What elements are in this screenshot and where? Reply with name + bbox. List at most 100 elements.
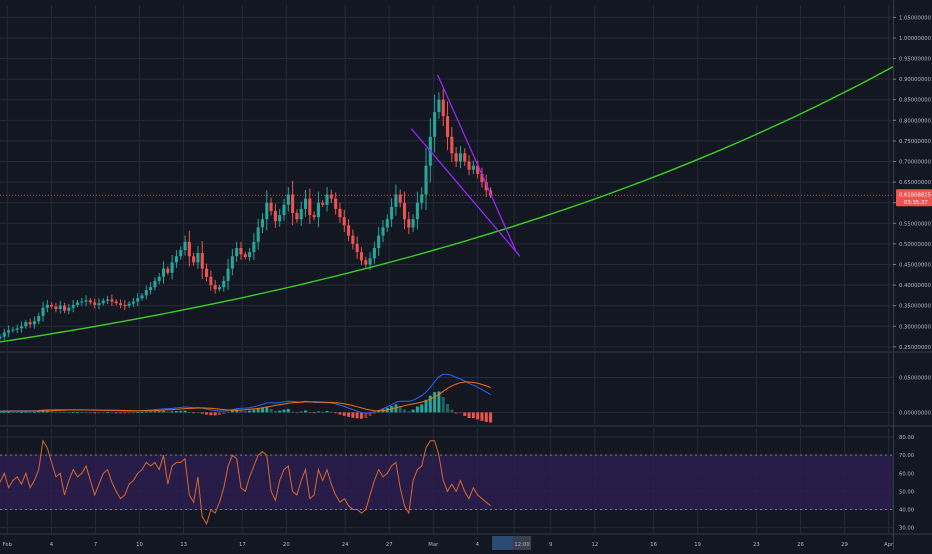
candle-body[interactable] xyxy=(484,182,488,191)
candle-body[interactable] xyxy=(424,165,428,195)
candle-body[interactable] xyxy=(415,202,419,220)
candle-body[interactable] xyxy=(41,307,45,316)
candle-body[interactable] xyxy=(161,268,166,277)
candle-body[interactable] xyxy=(174,256,178,263)
candle-body[interactable] xyxy=(80,301,84,303)
candle-body[interactable] xyxy=(153,280,157,288)
candle-body[interactable] xyxy=(50,304,54,307)
candle-body[interactable] xyxy=(437,99,441,113)
candle-body[interactable] xyxy=(329,194,333,199)
candle-body[interactable] xyxy=(334,198,338,209)
candle-body[interactable] xyxy=(127,303,131,306)
candle-body[interactable] xyxy=(230,256,234,269)
candle-body[interactable] xyxy=(286,194,290,205)
candle-body[interactable] xyxy=(110,299,114,302)
growth-curve-line[interactable] xyxy=(0,66,894,343)
candle-body[interactable] xyxy=(187,241,191,257)
candle-body[interactable] xyxy=(222,280,226,288)
candle-body[interactable] xyxy=(166,268,170,273)
candle-body[interactable] xyxy=(359,252,364,261)
candle-body[interactable] xyxy=(32,321,36,325)
candle-body[interactable] xyxy=(93,302,97,305)
candle-body[interactable] xyxy=(209,276,213,286)
candle-body[interactable] xyxy=(372,248,376,259)
candle-body[interactable] xyxy=(463,153,467,162)
candle-body[interactable] xyxy=(114,301,118,304)
candle-body[interactable] xyxy=(7,330,11,333)
candle-body[interactable] xyxy=(347,225,351,236)
candle-body[interactable] xyxy=(192,256,196,263)
candle-body[interactable] xyxy=(252,241,256,253)
candle-body[interactable] xyxy=(183,241,187,251)
candle-body[interactable] xyxy=(338,208,342,218)
candle-body[interactable] xyxy=(217,287,222,290)
candle-body[interactable] xyxy=(407,219,411,228)
candle-body[interactable] xyxy=(476,165,480,174)
candle-body[interactable] xyxy=(170,262,174,273)
candle-body[interactable] xyxy=(58,305,62,309)
candle-body[interactable] xyxy=(269,202,273,211)
candle-body[interactable] xyxy=(265,202,269,220)
wedge-upper-line[interactable] xyxy=(437,74,517,251)
candle-body[interactable] xyxy=(2,332,6,337)
candle-body[interactable] xyxy=(316,202,320,218)
candle-body[interactable] xyxy=(196,252,200,263)
candle-body[interactable] xyxy=(450,136,454,154)
candle-body[interactable] xyxy=(157,276,161,281)
candle-body[interactable] xyxy=(200,252,204,269)
candle-body[interactable] xyxy=(75,302,80,305)
candle-body[interactable] xyxy=(411,219,415,228)
macd-panel[interactable] xyxy=(0,373,493,423)
candle-body[interactable] xyxy=(342,217,346,226)
candle-body[interactable] xyxy=(445,116,450,137)
candle-body[interactable] xyxy=(402,202,407,220)
candle-body[interactable] xyxy=(28,322,32,325)
candle-body[interactable] xyxy=(471,165,475,170)
candle-body[interactable] xyxy=(15,328,19,330)
candle-body[interactable] xyxy=(140,295,144,299)
candle-body[interactable] xyxy=(385,219,389,228)
candle-body[interactable] xyxy=(303,198,308,209)
candle-body[interactable] xyxy=(260,219,265,228)
price-axis[interactable]: 1.05000000 1.00000000 0.95000000 0.90000000… xyxy=(893,15,932,351)
candle-body[interactable] xyxy=(0,336,2,339)
candle-body[interactable] xyxy=(398,194,402,203)
candle-body[interactable] xyxy=(106,299,110,301)
candle-body[interactable] xyxy=(243,254,247,258)
candle-body[interactable] xyxy=(299,208,303,220)
candle-body[interactable] xyxy=(381,227,385,236)
candle-body[interactable] xyxy=(101,300,105,304)
candle-body[interactable] xyxy=(256,227,260,242)
candle-body[interactable] xyxy=(248,252,252,258)
candle-body[interactable] xyxy=(282,204,286,216)
price-panel[interactable] xyxy=(0,66,894,343)
candle-body[interactable] xyxy=(118,303,123,305)
macd-axis[interactable]: 0.05000000 0.00000000 xyxy=(899,375,932,416)
candle-body[interactable] xyxy=(321,202,325,205)
candle-body[interactable] xyxy=(355,243,359,253)
candle-body[interactable] xyxy=(295,213,299,220)
candle-body[interactable] xyxy=(54,306,58,309)
candle-body[interactable] xyxy=(19,326,24,329)
candle-body[interactable] xyxy=(273,210,277,222)
candle-body[interactable] xyxy=(239,248,243,255)
candle-body[interactable] xyxy=(205,268,209,277)
candle-body[interactable] xyxy=(278,215,282,222)
candle-body[interactable] xyxy=(454,153,458,162)
candle-body[interactable] xyxy=(364,260,368,265)
candle-body[interactable] xyxy=(420,194,424,203)
wedge-lower-line[interactable] xyxy=(410,128,521,257)
candle-body[interactable] xyxy=(433,112,437,137)
candle-body[interactable] xyxy=(308,198,312,216)
candle-body[interactable] xyxy=(480,173,484,183)
candle-body[interactable] xyxy=(123,304,127,306)
candle-body[interactable] xyxy=(368,258,372,265)
candle-body[interactable] xyxy=(467,161,471,170)
candle-body[interactable] xyxy=(394,194,398,207)
rsi-axis[interactable]: 80.00 70.00 60.00 50.00 40.00 30.00 xyxy=(899,435,915,532)
candle-body[interactable] xyxy=(390,206,394,220)
candle-body[interactable] xyxy=(235,248,239,257)
candle-body[interactable] xyxy=(97,303,101,305)
